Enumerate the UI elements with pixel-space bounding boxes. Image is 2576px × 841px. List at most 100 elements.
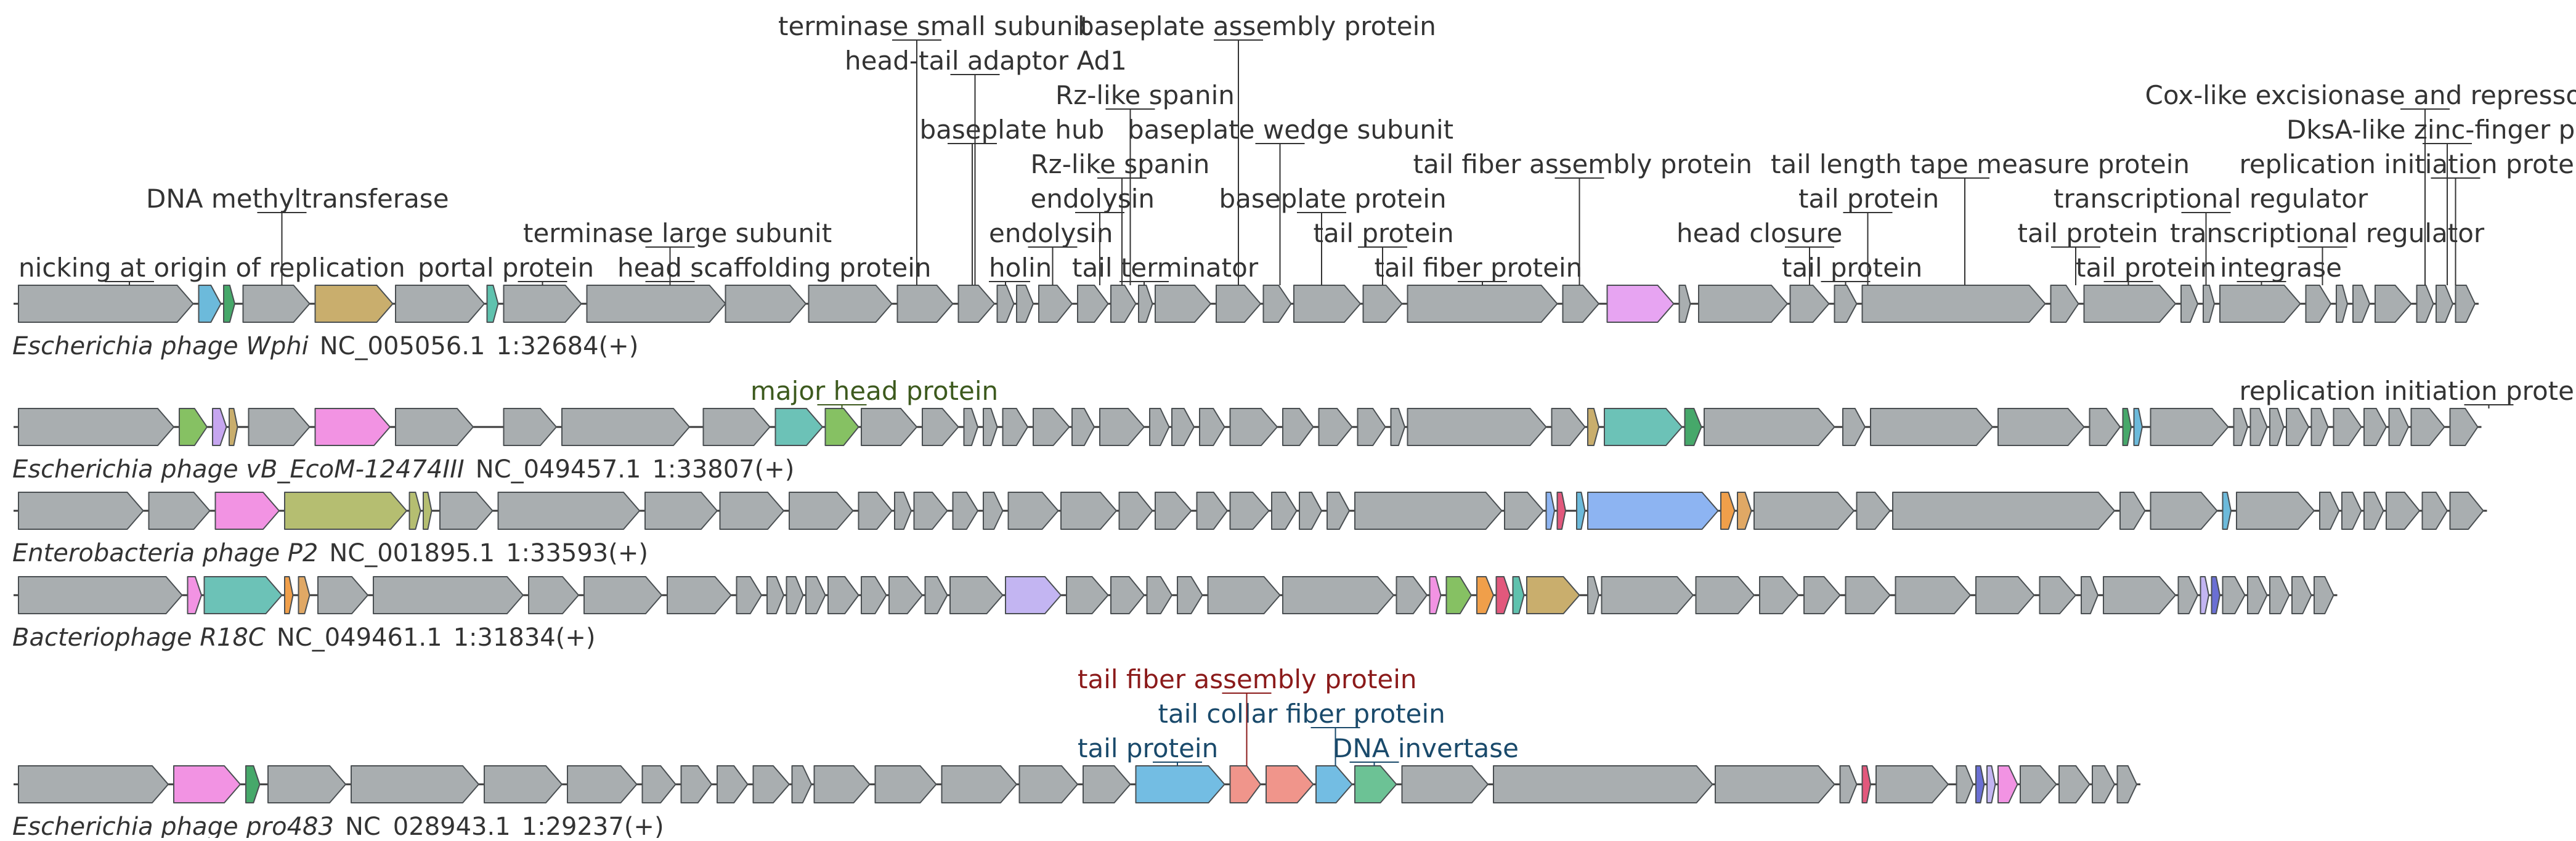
gene-arrow[interactable]	[828, 577, 859, 614]
gene-arrow[interactable]	[1408, 285, 1558, 322]
gene-arrow[interactable]	[2292, 577, 2312, 614]
gene-arrow[interactable]	[410, 492, 421, 529]
gene-arrow[interactable]	[1513, 577, 1524, 614]
gene-arrow[interactable]	[643, 766, 676, 803]
gene-arrow[interactable]	[1840, 766, 1857, 803]
gene-arrow[interactable]	[914, 492, 948, 529]
gene-arrow[interactable]	[216, 492, 280, 529]
gene-arrow[interactable]	[199, 285, 221, 322]
gene-arrow[interactable]	[767, 577, 784, 614]
gene-arrow[interactable]	[2270, 408, 2284, 445]
gene-arrow[interactable]	[1987, 766, 1996, 803]
gene-arrow[interactable]	[1546, 492, 1555, 529]
gene-arrow[interactable]	[18, 408, 174, 445]
gene-arrow[interactable]	[861, 577, 887, 614]
gene-arrow[interactable]	[1147, 577, 1172, 614]
gene-arrow[interactable]	[1843, 408, 1865, 445]
gene-arrow[interactable]	[2375, 285, 2411, 322]
gene-arrow[interactable]	[2334, 408, 2362, 445]
gene-arrow[interactable]	[351, 766, 479, 803]
gene-arrow[interactable]	[2212, 577, 2220, 614]
gene-arrow[interactable]	[1139, 285, 1153, 322]
gene-arrow[interactable]	[1408, 408, 1546, 445]
gene-arrow[interactable]	[983, 492, 1003, 529]
gene-arrow[interactable]	[1957, 766, 1973, 803]
gene-arrow[interactable]	[285, 577, 293, 614]
gene-arrow[interactable]	[249, 408, 310, 445]
gene-arrow[interactable]	[2201, 577, 2209, 614]
gene-arrow[interactable]	[889, 577, 922, 614]
gene-arrow[interactable]	[1020, 766, 1078, 803]
gene-arrow[interactable]	[2436, 285, 2453, 322]
gene-arrow[interactable]	[2223, 577, 2245, 614]
gene-arrow[interactable]	[1391, 408, 1405, 445]
gene-arrow[interactable]	[2411, 408, 2445, 445]
gene-arrow[interactable]	[1200, 408, 1225, 445]
gene-arrow[interactable]	[789, 492, 853, 529]
gene-arrow[interactable]	[487, 285, 498, 322]
gene-arrow[interactable]	[504, 408, 557, 445]
gene-arrow[interactable]	[2237, 492, 2314, 529]
gene-arrow[interactable]	[1155, 285, 1211, 322]
gene-arrow[interactable]	[213, 408, 227, 445]
gene-arrow[interactable]	[1230, 766, 1261, 803]
gene-arrow[interactable]	[224, 285, 235, 322]
gene-arrow[interactable]	[1177, 577, 1203, 614]
gene-arrow[interactable]	[717, 766, 748, 803]
gene-arrow[interactable]	[2342, 492, 2362, 529]
gene-arrow[interactable]	[826, 408, 859, 445]
gene-arrow[interactable]	[2151, 408, 2229, 445]
gene-arrow[interactable]	[2051, 285, 2079, 322]
gene-arrow[interactable]	[1283, 408, 1314, 445]
gene-arrow[interactable]	[2084, 285, 2176, 322]
gene-arrow[interactable]	[1316, 766, 1352, 803]
gene-arrow[interactable]	[2364, 492, 2384, 529]
gene-arrow[interactable]	[1299, 492, 1322, 529]
gene-arrow[interactable]	[2353, 285, 2370, 322]
gene-arrow[interactable]	[1846, 577, 1890, 614]
gene-arrow[interactable]	[498, 492, 640, 529]
gene-arrow[interactable]	[1006, 577, 1061, 614]
gene-arrow[interactable]	[2364, 408, 2386, 445]
gene-arrow[interactable]	[567, 766, 637, 803]
gene-arrow[interactable]	[1721, 492, 1735, 529]
gene-arrow[interactable]	[1430, 577, 1441, 614]
gene-arrow[interactable]	[285, 492, 407, 529]
gene-arrow[interactable]	[2103, 577, 2176, 614]
gene-arrow[interactable]	[953, 492, 978, 529]
gene-arrow[interactable]	[423, 492, 432, 529]
gene-arrow[interactable]	[1588, 492, 1718, 529]
gene-arrow[interactable]	[950, 577, 1003, 614]
gene-arrow[interactable]	[925, 577, 948, 614]
gene-arrow[interactable]	[1558, 492, 1566, 529]
gene-arrow[interactable]	[1197, 492, 1228, 529]
gene-arrow[interactable]	[2248, 577, 2267, 614]
gene-arrow[interactable]	[149, 492, 210, 529]
gene-arrow[interactable]	[18, 285, 193, 322]
gene-arrow[interactable]	[1790, 285, 1829, 322]
gene-arrow[interactable]	[776, 408, 823, 445]
gene-arrow[interactable]	[1111, 577, 1144, 614]
gene-arrow[interactable]	[2123, 408, 2132, 445]
gene-arrow[interactable]	[1976, 577, 2034, 614]
gene-arrow[interactable]	[1363, 285, 1402, 322]
gene-arrow[interactable]	[315, 408, 391, 445]
gene-arrow[interactable]	[1078, 285, 1108, 322]
gene-arrow[interactable]	[1754, 492, 1854, 529]
gene-arrow[interactable]	[1355, 766, 1397, 803]
gene-arrow[interactable]	[681, 766, 712, 803]
gene-arrow[interactable]	[1155, 492, 1192, 529]
gene-arrow[interactable]	[174, 766, 240, 803]
gene-arrow[interactable]	[2081, 577, 2098, 614]
gene-arrow[interactable]	[1111, 285, 1136, 322]
gene-arrow[interactable]	[1493, 766, 1713, 803]
gene-arrow[interactable]	[2020, 766, 2057, 803]
gene-arrow[interactable]	[587, 285, 726, 322]
gene-arrow[interactable]	[1327, 492, 1349, 529]
gene-arrow[interactable]	[667, 577, 731, 614]
gene-arrow[interactable]	[1976, 766, 1985, 803]
gene-arrow[interactable]	[1497, 577, 1511, 614]
gene-arrow[interactable]	[1505, 492, 1543, 529]
gene-arrow[interactable]	[1230, 492, 1269, 529]
gene-arrow[interactable]	[2314, 577, 2334, 614]
